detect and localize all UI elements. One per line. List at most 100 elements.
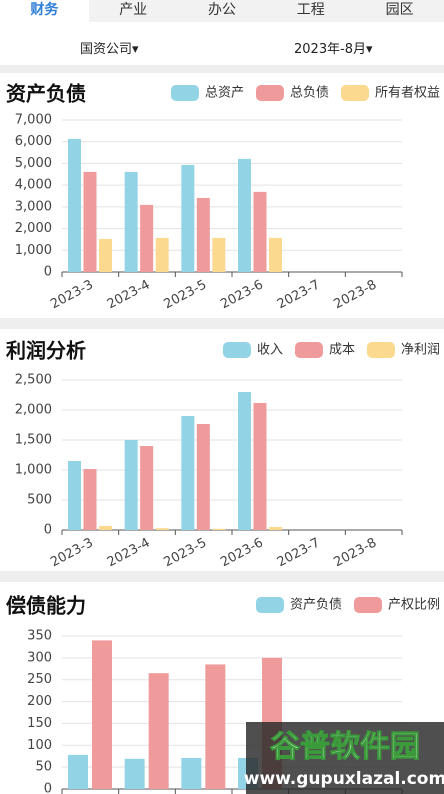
chart-title: 利润分析 [6, 339, 86, 363]
x-tick-label: 2023-5 [161, 535, 209, 570]
watermark-title: 谷普软件园 [270, 730, 420, 765]
x-tick-label: 2023-7 [275, 277, 323, 312]
bar [68, 138, 81, 272]
company-filter[interactable]: 国资公司▾ [80, 38, 139, 57]
legend-swatch [255, 597, 284, 613]
bar [83, 468, 97, 530]
y-tick-label: 2,500 [15, 373, 52, 388]
dropdown-arrow: ▾ [366, 42, 373, 57]
section-divider [0, 571, 444, 582]
y-tick-label: 3,000 [15, 199, 52, 214]
bar [212, 528, 226, 530]
x-tick-label: 2023-6 [218, 277, 266, 312]
bar [212, 237, 226, 272]
legend-label: 总负债 [290, 86, 329, 101]
bar [196, 423, 210, 530]
dropdown-arrow: ▾ [132, 42, 139, 57]
y-tick-label: 5,000 [15, 156, 52, 171]
legend-label: 总资产 [205, 86, 244, 101]
bar [181, 164, 195, 272]
bar [68, 754, 88, 789]
section-divider [0, 318, 444, 329]
legend-swatch [170, 85, 199, 101]
bar [140, 204, 154, 272]
y-tick-label: 200 [27, 694, 52, 709]
bar [124, 171, 138, 272]
bar [124, 758, 145, 789]
legend-label: 净利润 [401, 343, 440, 358]
tab-bar: 财务 产业 办公 工程 园区 [0, 0, 444, 22]
x-tick-label: 2023-8 [331, 277, 379, 312]
y-tick-label: 0 [44, 523, 52, 538]
period-filter[interactable]: 2023年-8月▾ [294, 38, 373, 57]
bar [99, 525, 112, 530]
y-tick-label: 300 [27, 650, 52, 665]
filter-text: 2023年-8月 [294, 42, 367, 57]
x-tick-label: 2023-5 [161, 277, 209, 312]
bar [83, 171, 97, 272]
x-tick-label: 2023-4 [105, 277, 153, 312]
x-tick-label: 2023-6 [218, 535, 266, 570]
bar [92, 640, 112, 789]
legend-label: 产权比例 [388, 597, 440, 613]
y-tick-label: 4,000 [15, 178, 52, 193]
tab[interactable]: 办公 [207, 2, 236, 18]
legend-label: 收入 [257, 343, 283, 358]
y-tick-label: 1,500 [15, 433, 52, 448]
bar [124, 440, 138, 530]
y-tick-label: 100 [27, 738, 52, 753]
y-tick-label: 6,000 [15, 134, 52, 149]
x-tick-label: 2023-8 [331, 535, 379, 570]
bar [205, 664, 226, 789]
legend-swatch [294, 342, 323, 358]
tab[interactable]: 工程 [296, 2, 325, 18]
legend-swatch [255, 85, 284, 101]
watermark-background [246, 722, 444, 794]
bar [269, 527, 282, 530]
legend-swatch [353, 597, 382, 613]
y-tick-label: 0 [44, 782, 52, 794]
bar [140, 446, 154, 530]
x-tick-label: 2023-4 [105, 535, 153, 570]
legend-swatch [222, 342, 251, 358]
y-tick-label: 250 [27, 672, 52, 687]
tab[interactable]: 财务 [0, 0, 89, 22]
section-divider [0, 65, 444, 73]
filter-text: 国资公司 [80, 42, 133, 57]
bar [238, 392, 251, 530]
x-tick-label: 2023-7 [275, 535, 323, 570]
y-tick-label: 7,000 [15, 113, 52, 128]
bar [253, 402, 267, 530]
bar [269, 237, 282, 272]
y-tick-label: 150 [27, 716, 52, 731]
legend-label: 所有者权益 [375, 85, 440, 101]
y-tick-label: 1,000 [15, 463, 52, 478]
legend-swatch [340, 85, 369, 101]
y-tick-label: 350 [27, 629, 52, 644]
bar [99, 238, 112, 272]
y-tick-label: 500 [27, 493, 52, 508]
bar [155, 237, 169, 272]
bar [68, 461, 81, 530]
bar [181, 757, 202, 789]
bar [253, 191, 267, 272]
y-tick-label: 0 [44, 265, 52, 280]
chart-title: 资产负债 [6, 82, 86, 106]
tab[interactable]: 园区 [385, 2, 414, 18]
bar [155, 528, 169, 530]
y-tick-label: 1,000 [15, 243, 52, 258]
tab[interactable]: 产业 [119, 2, 148, 18]
x-tick-label: 2023-3 [48, 535, 96, 570]
x-tick-label: 2023-3 [48, 277, 96, 312]
bar [238, 158, 251, 272]
bar [181, 416, 195, 530]
bar [148, 673, 169, 789]
legend-label: 成本 [329, 343, 355, 358]
legend-swatch [366, 342, 395, 358]
legend-label: 资产负债 [290, 598, 342, 613]
watermark-url: www.gupuxlazal.com [244, 769, 444, 789]
y-tick-label: 50 [35, 760, 52, 775]
y-tick-label: 2,000 [15, 221, 52, 236]
